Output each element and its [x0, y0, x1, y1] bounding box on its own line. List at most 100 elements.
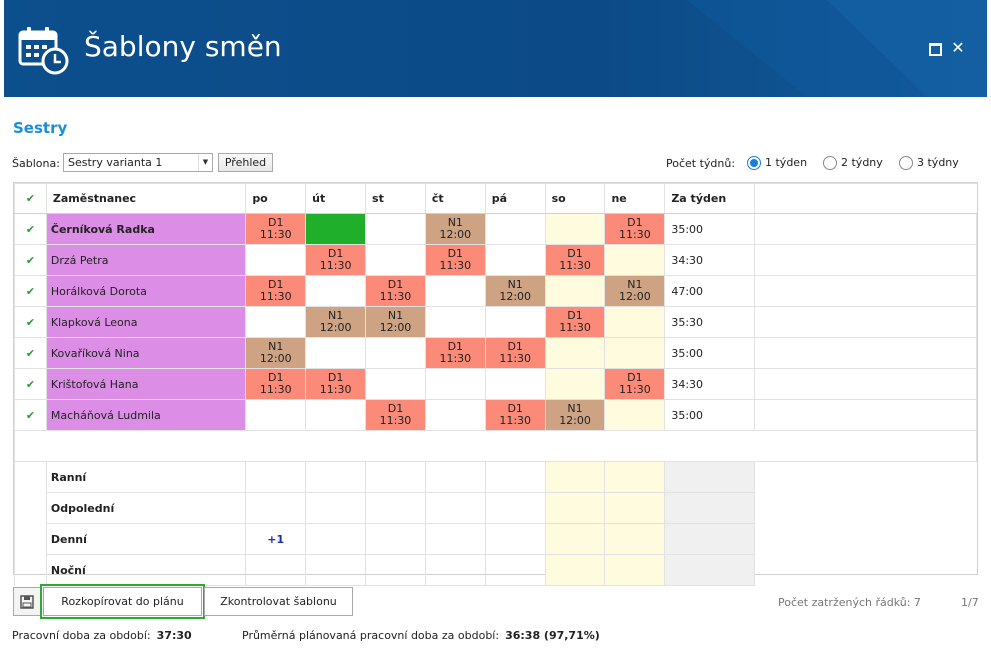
maximize-icon[interactable] — [926, 40, 942, 56]
employee-name[interactable]: Macháňová Ludmila — [45, 399, 247, 431]
col-employee[interactable]: Zaměstnanec — [45, 183, 247, 214]
employee-name[interactable]: Horálková Dorota — [45, 275, 247, 307]
shift-cell[interactable] — [484, 244, 546, 276]
col-po[interactable]: po — [245, 183, 307, 214]
shift-cell[interactable] — [245, 399, 307, 431]
shift-cell[interactable]: D1 11:30 — [604, 213, 666, 245]
row-checkbox[interactable]: ✔ — [14, 213, 47, 245]
summary-value — [484, 461, 546, 493]
shift-cell[interactable] — [544, 337, 606, 369]
shift-cell[interactable]: D1 11:30 — [245, 275, 307, 307]
weeks-radio-2[interactable]: 2 týdny — [823, 156, 883, 170]
shift-cell[interactable] — [305, 399, 367, 431]
shift-cell[interactable] — [365, 213, 426, 245]
employee-name[interactable]: Černíková Radka — [45, 213, 247, 245]
shift-cell[interactable]: N1 12:00 — [245, 337, 307, 369]
summary-value — [604, 461, 666, 493]
summary-value — [305, 523, 367, 555]
shift-cell[interactable] — [424, 399, 486, 431]
shift-cell[interactable] — [544, 275, 606, 307]
shift-cell[interactable] — [544, 368, 606, 400]
shift-cell[interactable]: D1 11:30 — [424, 244, 486, 276]
shift-cell[interactable]: N1 12:00 — [484, 275, 546, 307]
close-icon[interactable]: ✕ — [951, 38, 965, 57]
table-row[interactable]: ✔ Kovaříková Nina N1 12:00 D1 11:30 D1 11:30 35:… — [14, 337, 977, 369]
shift-cell[interactable] — [424, 275, 486, 307]
shift-cell[interactable] — [604, 244, 666, 276]
shift-cell[interactable] — [424, 306, 486, 338]
shift-cell[interactable]: D1 11:30 — [484, 337, 546, 369]
shift-cell[interactable]: N1 12:00 — [305, 306, 367, 338]
shift-cell[interactable] — [245, 306, 307, 338]
col-week-total[interactable]: Za týden — [664, 183, 756, 214]
row-checkbox[interactable]: ✔ — [14, 244, 47, 276]
shift-cell[interactable]: D1 11:30 — [604, 368, 666, 400]
shift-cell[interactable]: D1 11:30 — [424, 337, 486, 369]
shift-cell[interactable] — [305, 275, 367, 307]
row-checkbox[interactable]: ✔ — [14, 399, 47, 431]
shift-cell[interactable] — [305, 337, 367, 369]
copy-to-plan-button[interactable]: Rozkopírovat do plánu — [40, 584, 205, 619]
shift-cell[interactable] — [424, 368, 486, 400]
shift-cell[interactable]: N1 12:00 — [604, 275, 666, 307]
chevron-down-icon[interactable]: ▼ — [198, 154, 212, 171]
shift-cell[interactable] — [305, 213, 367, 245]
shift-cell[interactable]: D1 11:30 — [245, 213, 307, 245]
col-ut[interactable]: út — [305, 183, 367, 214]
shift-time: 11:30 — [379, 414, 412, 427]
shift-cell[interactable]: N1 12:00 — [365, 306, 426, 338]
employee-name[interactable]: Kovaříková Nina — [45, 337, 247, 369]
check-template-button[interactable]: Zkontrolovat šablonu — [204, 587, 353, 616]
shift-cell[interactable]: D1 11:30 — [365, 399, 426, 431]
row-checkbox[interactable]: ✔ — [14, 306, 47, 338]
shift-cell[interactable]: N1 12:00 — [424, 213, 486, 245]
weeks-radio-3[interactable]: 3 týdny — [899, 156, 959, 170]
shift-cell[interactable]: D1 11:30 — [305, 244, 367, 276]
shift-cell[interactable] — [484, 213, 546, 245]
shift-cell[interactable] — [604, 306, 666, 338]
shift-cell[interactable] — [365, 368, 426, 400]
table-row[interactable]: ✔ Horálková Dorota D1 11:30 D1 11:30 N1 12:00 N1… — [14, 275, 977, 307]
employee-name[interactable]: Krištofová Hana — [45, 368, 247, 400]
shift-cell[interactable]: D1 11:30 — [245, 368, 307, 400]
template-select[interactable]: Sestry varianta 1 ▼ — [63, 153, 213, 172]
table-row[interactable]: ✔ Drzá Petra D1 11:30 D1 11:30 D1 11:30 34:30 — [14, 244, 977, 276]
col-st[interactable]: st — [365, 183, 426, 214]
table-row[interactable]: ✔ Krištofová Hana D1 11:30 D1 11:30 D1 11:30 34:… — [14, 368, 977, 400]
shift-cell[interactable]: D1 11:30 — [305, 368, 367, 400]
row-checkbox[interactable]: ✔ — [14, 275, 47, 307]
shift-cell[interactable]: D1 11:30 — [544, 306, 606, 338]
col-so[interactable]: so — [544, 183, 606, 214]
save-button[interactable] — [13, 587, 41, 616]
save-icon — [20, 595, 34, 609]
table-row[interactable]: ✔ Černíková Radka D1 11:30 N1 12:00 D1 11:30 35:… — [14, 213, 977, 245]
table-row[interactable]: ✔ Macháňová Ludmila D1 11:30 D1 11:30 N1 12:00 3… — [14, 399, 977, 431]
col-ne[interactable]: ne — [604, 183, 666, 214]
shift-cell[interactable] — [484, 368, 546, 400]
shift-cell[interactable]: N1 12:00 — [544, 399, 606, 431]
shift-cell[interactable] — [604, 399, 666, 431]
table-row[interactable]: ✔ Klapková Leona N1 12:00 N1 12:00 D1 11:30 35:3… — [14, 306, 977, 338]
weeks-radio-1[interactable]: 1 týden — [747, 156, 807, 170]
col-pa[interactable]: pá — [484, 183, 546, 214]
employee-name[interactable]: Drzá Petra — [45, 244, 247, 276]
row-checkbox[interactable]: ✔ — [14, 337, 47, 369]
shift-cell[interactable] — [365, 337, 426, 369]
employee-name[interactable]: Klapková Leona — [45, 306, 247, 338]
select-all-checkbox[interactable]: ✔ — [14, 183, 47, 214]
shift-cell[interactable] — [544, 213, 606, 245]
shift-time: 11:30 — [619, 383, 651, 396]
shift-cell[interactable] — [365, 244, 426, 276]
shift-cell[interactable] — [484, 306, 546, 338]
shift-cell[interactable] — [604, 337, 666, 369]
shift-cell[interactable]: D1 11:30 — [484, 399, 546, 431]
overview-button[interactable]: Přehled — [218, 153, 273, 172]
shift-cell[interactable]: D1 11:30 — [365, 275, 426, 307]
col-ct[interactable]: čt — [424, 183, 486, 214]
summary-total — [664, 554, 756, 586]
shift-code: D1 — [327, 247, 344, 260]
row-checkbox[interactable]: ✔ — [14, 368, 47, 400]
shift-code: D1 — [447, 340, 464, 353]
shift-cell[interactable] — [245, 244, 307, 276]
shift-cell[interactable]: D1 11:30 — [544, 244, 606, 276]
